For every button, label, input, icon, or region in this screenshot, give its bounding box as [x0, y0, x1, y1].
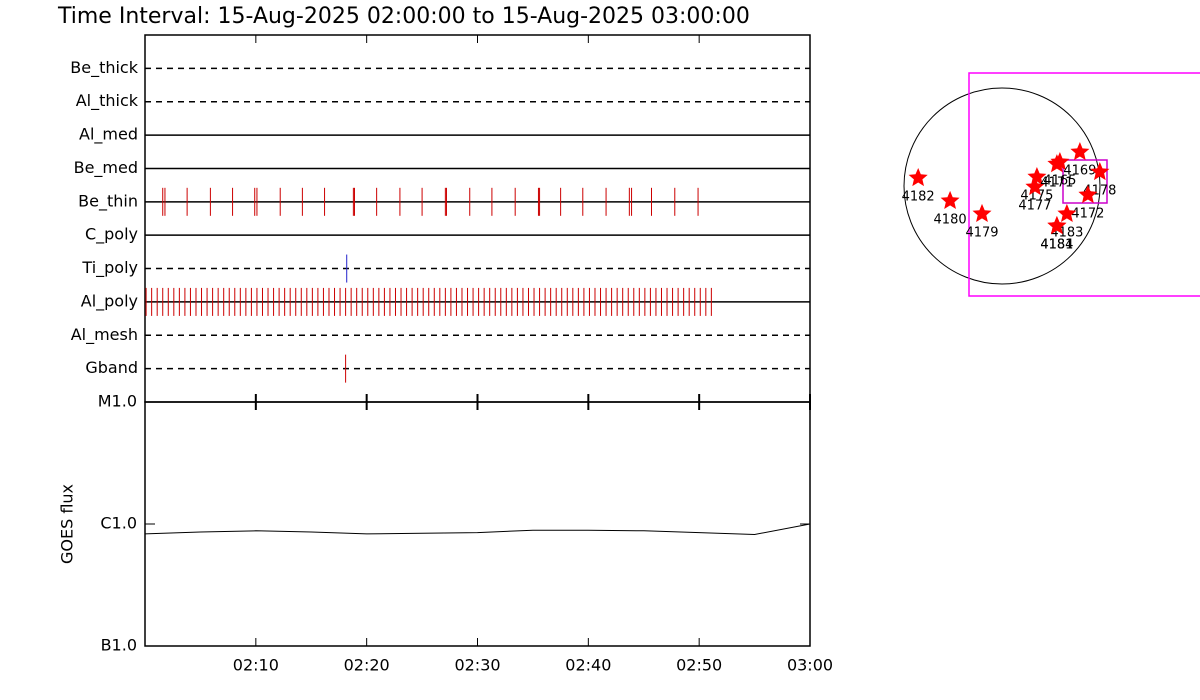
ar-label: 4177	[1018, 199, 1051, 214]
chart-title: Time Interval: 15-Aug-2025 02:00:00 to 1…	[57, 4, 750, 29]
x-tick-label: 02:10	[233, 656, 279, 675]
ar-star	[1050, 152, 1070, 171]
solar-disk	[903, 87, 1101, 285]
row-label: Be_thin	[78, 191, 138, 211]
row-label: Ti_poly	[81, 258, 138, 278]
ar-star	[1025, 177, 1045, 196]
row-label: Al_poly	[81, 291, 138, 311]
ar-label: 4165	[1043, 174, 1076, 189]
goes-frame	[144, 401, 811, 647]
ar-label: 4181	[1040, 237, 1073, 252]
y-tick-label: M1.0	[98, 392, 137, 411]
timeline-frame	[144, 34, 811, 403]
ar-star	[940, 190, 960, 209]
ar-label: 4184	[1040, 237, 1073, 252]
y-axis-label: GOES flux	[58, 484, 77, 564]
ar-star	[1047, 216, 1067, 235]
ar-star	[1027, 167, 1047, 186]
ar-star	[1090, 162, 1110, 181]
y-tick-label: B1.0	[101, 636, 137, 655]
x-tick-label: 03:00	[787, 656, 833, 675]
row-label: Be_thick	[70, 58, 138, 78]
ar-label: 4180	[934, 212, 967, 227]
ar-star	[1057, 203, 1077, 222]
ar-star	[972, 203, 992, 222]
ar-label: 4172	[1071, 206, 1104, 221]
row-label: C_poly	[85, 225, 138, 245]
ar-label: 4171	[1040, 176, 1073, 191]
fov-box	[968, 72, 1200, 297]
ar-label: 4175	[1020, 189, 1053, 204]
row-label: Al_mesh	[71, 325, 138, 345]
row-label: Al_med	[79, 125, 138, 145]
y-tick-label: C1.0	[100, 514, 137, 533]
x-tick-label: 02:50	[676, 656, 722, 675]
x-tick-label: 02:40	[565, 656, 611, 675]
row-label: Gband	[85, 358, 138, 377]
fov-box-small	[1062, 159, 1108, 204]
ar-star	[1078, 185, 1098, 204]
ar-star	[908, 168, 928, 187]
ar-label: 4182	[902, 189, 935, 204]
x-tick-label: 02:30	[454, 656, 500, 675]
goes-curve	[144, 523, 811, 536]
ar-label: 4179	[965, 225, 998, 240]
ar-star	[1070, 142, 1090, 161]
ar-label: 4169	[1063, 164, 1096, 179]
row-label: Al_thick	[76, 91, 139, 111]
x-tick-label: 02:20	[344, 656, 390, 675]
row-label: Be_med	[74, 158, 138, 178]
